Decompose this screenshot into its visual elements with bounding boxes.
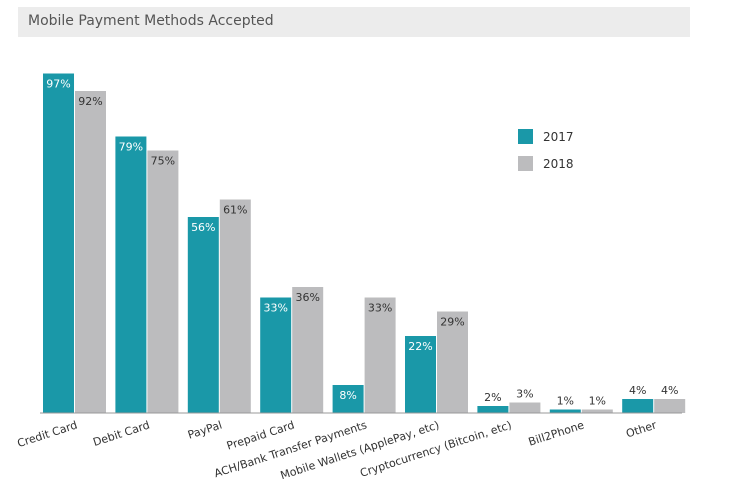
data-label-2017-2: 56% <box>191 221 215 234</box>
legend-swatch-2018 <box>518 156 533 171</box>
data-label-2017-7: 1% <box>557 395 574 408</box>
bar-2017-4 <box>332 385 364 413</box>
data-label-2017-3: 33% <box>263 302 287 315</box>
bar-2017-3 <box>260 297 292 413</box>
bars-group: 97% 92% 79% 75% 56% 61% 33% 36% 8% 33% 22% 29% 2% 3% 1… <box>43 73 686 413</box>
data-label-2018-2: 61% <box>223 204 247 217</box>
x-tick-labels: Credit Card Debit Card PayPal Prepaid CardA… <box>16 418 659 482</box>
x-tick-label-2: PayPal <box>186 418 224 441</box>
chart-title: Mobile Payment Methods Accepted <box>28 13 274 29</box>
data-label-2018-8: 4% <box>661 384 678 397</box>
bar-2017-7 <box>549 409 581 413</box>
bar-2018-7 <box>581 409 613 413</box>
legend: 2017 2018 <box>518 129 574 171</box>
data-label-2017-4: 8% <box>339 389 356 402</box>
legend-label-2017: 2017 <box>543 130 574 144</box>
bar-2018-6 <box>509 402 541 413</box>
data-label-2017-5: 22% <box>408 340 432 353</box>
data-label-2017-6: 2% <box>484 391 501 404</box>
bar-2017-8 <box>622 399 654 413</box>
bar-2018-8 <box>654 399 686 413</box>
x-tick-label-0: Credit Card <box>16 418 79 450</box>
bar-2017-2 <box>187 217 219 413</box>
data-label-2018-7: 1% <box>589 395 606 408</box>
bar-2017-6 <box>477 406 509 413</box>
bar-2018-1 <box>147 150 179 413</box>
bar-2018-2 <box>219 199 251 413</box>
data-label-2018-4: 33% <box>368 302 392 315</box>
data-label-2018-5: 29% <box>440 316 464 329</box>
bar-2018-3 <box>292 287 324 413</box>
bar-2017-0 <box>43 73 74 413</box>
data-label-2017-1: 79% <box>119 141 143 154</box>
x-tick-label-8: Other <box>624 418 658 440</box>
bar-2018-5 <box>437 311 468 413</box>
bar-2018-4 <box>364 297 396 413</box>
legend-label-2018: 2018 <box>543 157 574 171</box>
data-label-2018-3: 36% <box>295 291 319 304</box>
x-tick-label-1: Debit Card <box>91 418 151 449</box>
data-label-2018-1: 75% <box>151 155 175 168</box>
chart-title-bar: Mobile Payment Methods Accepted <box>18 7 690 37</box>
x-tick-label-7: Bill2Phone <box>527 418 586 448</box>
bar-2017-5 <box>405 336 436 413</box>
legend-swatch-2017 <box>518 129 533 144</box>
bar-2018-0 <box>75 91 106 413</box>
data-label-2017-0: 97% <box>46 78 70 91</box>
data-label-2018-0: 92% <box>78 95 102 108</box>
data-label-2017-8: 4% <box>629 384 646 397</box>
data-label-2018-6: 3% <box>516 388 533 401</box>
bar-2017-1 <box>115 136 147 413</box>
